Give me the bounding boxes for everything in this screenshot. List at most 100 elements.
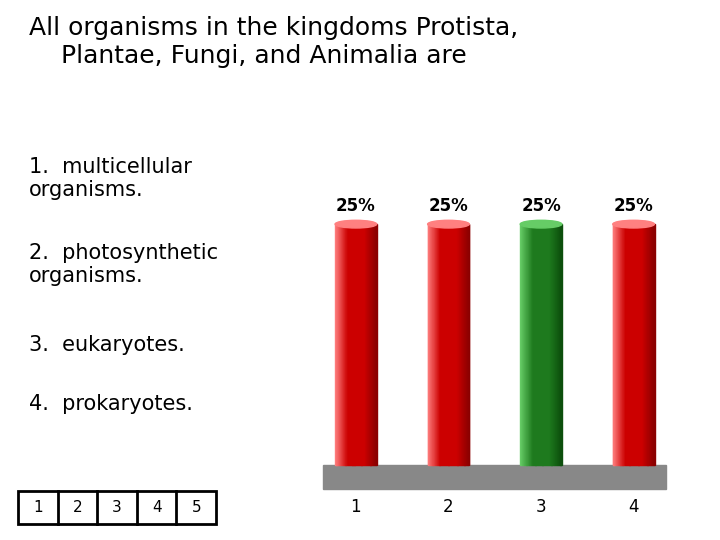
Bar: [647, 224, 648, 465]
Bar: [542, 224, 543, 465]
Bar: [371, 224, 372, 465]
Text: 25%: 25%: [613, 198, 654, 215]
Bar: [622, 224, 623, 465]
Bar: [428, 224, 429, 465]
Bar: [614, 224, 615, 465]
Bar: [366, 224, 367, 465]
Bar: [621, 224, 622, 465]
Bar: [635, 224, 636, 465]
Bar: [629, 224, 630, 465]
Bar: [613, 224, 614, 465]
Bar: [653, 224, 654, 465]
Bar: [646, 224, 647, 465]
Bar: [345, 224, 346, 465]
Bar: [459, 224, 460, 465]
Bar: [338, 224, 339, 465]
Bar: [645, 224, 646, 465]
Bar: [434, 224, 435, 465]
Bar: [448, 224, 449, 465]
Bar: [340, 224, 341, 465]
Bar: [557, 224, 558, 465]
Bar: [369, 224, 370, 465]
Bar: [617, 224, 618, 465]
Bar: [649, 224, 650, 465]
Bar: [648, 224, 649, 465]
Bar: [367, 224, 368, 465]
Bar: [460, 224, 461, 465]
Bar: [643, 224, 644, 465]
Bar: [373, 224, 374, 465]
Bar: [339, 224, 340, 465]
Bar: [616, 224, 617, 465]
Bar: [549, 224, 550, 465]
Bar: [639, 224, 640, 465]
Bar: [544, 224, 545, 465]
Bar: [458, 224, 459, 465]
Bar: [351, 224, 352, 465]
Bar: [430, 224, 431, 465]
Bar: [354, 224, 355, 465]
Bar: [437, 224, 438, 465]
Bar: [619, 224, 620, 465]
Ellipse shape: [613, 220, 654, 228]
Bar: [556, 224, 557, 465]
Bar: [456, 224, 457, 465]
Bar: [455, 224, 456, 465]
Bar: [624, 224, 625, 465]
Bar: [368, 224, 369, 465]
Bar: [547, 224, 548, 465]
Text: 3.  eukaryotes.: 3. eukaryotes.: [29, 335, 184, 355]
Bar: [538, 224, 539, 465]
Bar: [543, 224, 544, 465]
Bar: [651, 224, 652, 465]
Bar: [337, 224, 338, 465]
Bar: [548, 224, 549, 465]
Bar: [365, 224, 366, 465]
Bar: [627, 224, 628, 465]
Bar: [552, 224, 553, 465]
Text: 1: 1: [33, 500, 42, 515]
Bar: [641, 224, 642, 465]
Bar: [457, 224, 458, 465]
Bar: [540, 224, 541, 465]
Bar: [451, 224, 452, 465]
Bar: [441, 224, 442, 465]
Bar: [535, 224, 536, 465]
Bar: [642, 224, 643, 465]
Text: 2.  photosynthetic
organisms.: 2. photosynthetic organisms.: [29, 243, 218, 286]
Bar: [349, 224, 350, 465]
Bar: [442, 224, 443, 465]
Bar: [545, 224, 546, 465]
Bar: [439, 224, 440, 465]
Bar: [546, 224, 547, 465]
Bar: [467, 224, 468, 465]
Bar: [523, 224, 524, 465]
Bar: [375, 224, 376, 465]
Bar: [372, 224, 374, 465]
Bar: [521, 224, 522, 465]
Bar: [465, 224, 466, 465]
Bar: [440, 224, 441, 465]
Bar: [468, 224, 469, 465]
Ellipse shape: [335, 220, 377, 228]
Bar: [650, 224, 651, 465]
Bar: [355, 224, 356, 465]
Bar: [555, 224, 556, 465]
Bar: [560, 224, 562, 465]
Text: 4: 4: [152, 500, 161, 515]
Bar: [432, 224, 433, 465]
Bar: [623, 224, 624, 465]
Bar: [631, 224, 632, 465]
Bar: [455, 224, 456, 465]
Text: 5: 5: [192, 500, 201, 515]
Bar: [634, 224, 635, 465]
Bar: [431, 224, 432, 465]
Text: All organisms in the kingdoms Protista,
    Plantae, Fungi, and Animalia are: All organisms in the kingdoms Protista, …: [29, 16, 518, 68]
Bar: [350, 224, 351, 465]
Bar: [464, 224, 465, 465]
Bar: [620, 224, 621, 465]
Text: 25%: 25%: [521, 198, 561, 215]
Text: 25%: 25%: [428, 198, 468, 215]
Bar: [359, 224, 360, 465]
Bar: [550, 224, 551, 465]
